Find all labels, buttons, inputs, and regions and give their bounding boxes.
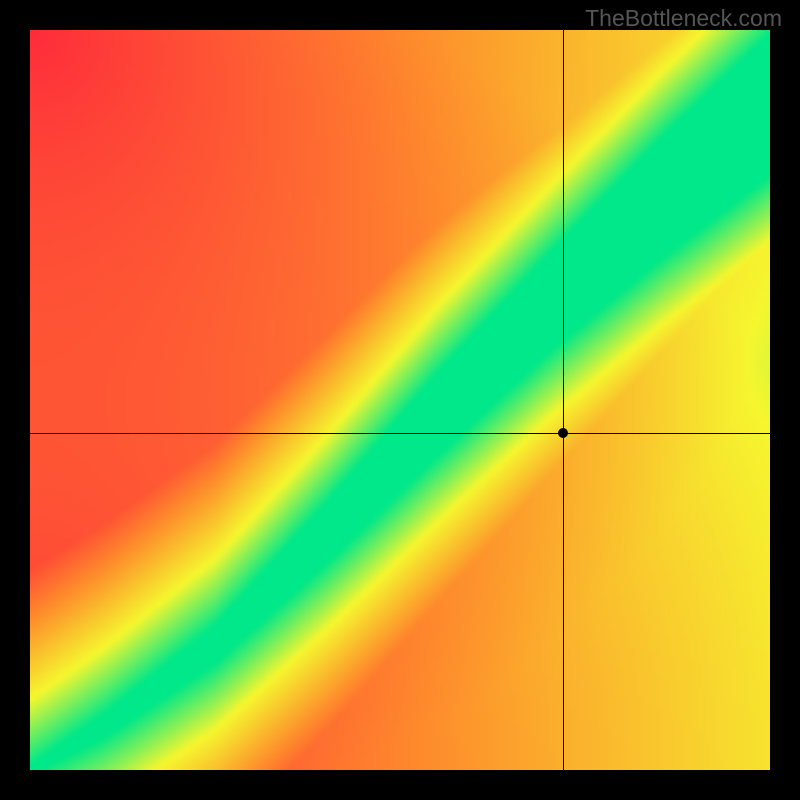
bottleneck-heatmap [30,30,770,770]
watermark-text: TheBottleneck.com [585,5,782,32]
selection-marker [558,428,568,438]
crosshair-vertical [563,30,564,770]
heatmap-canvas [30,30,770,770]
crosshair-horizontal [30,433,770,434]
